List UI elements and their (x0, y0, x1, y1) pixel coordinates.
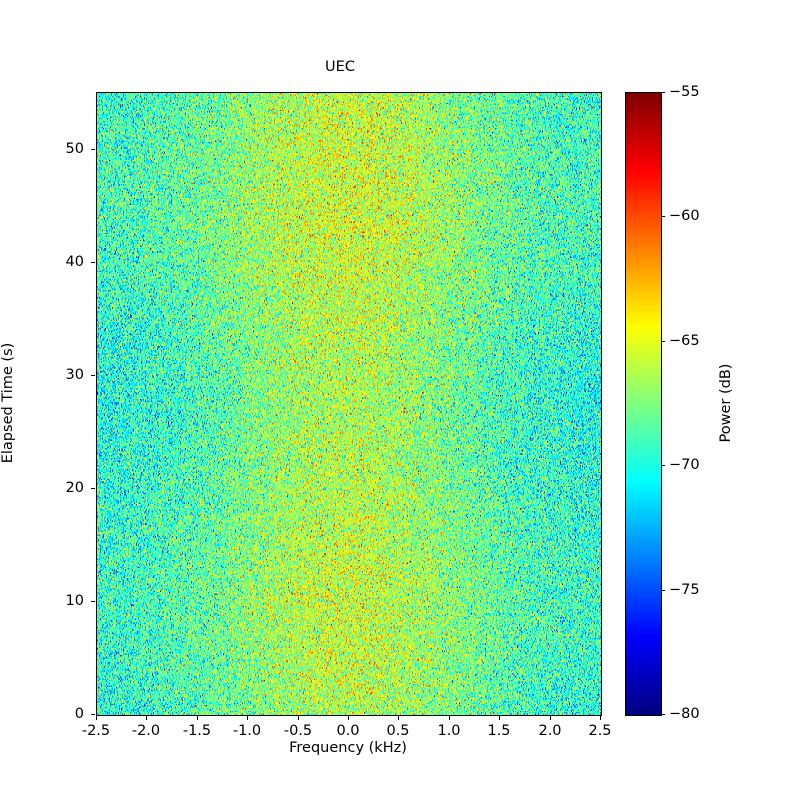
x-axis-tick (197, 716, 198, 720)
x-axis-label: Frequency (kHz) (289, 740, 407, 756)
x-axis-tick (600, 716, 601, 720)
y-axis-tick-label: 40 (65, 254, 84, 270)
y-axis-tick (91, 601, 95, 602)
x-axis-tick-label: 0.0 (336, 723, 360, 739)
y-axis-tick (91, 375, 95, 376)
y-axis-label-text: Elapsed Time (s) (0, 342, 16, 464)
colorbar-tick-label: −55 (669, 84, 700, 100)
x-axis-tick-label: -0.5 (283, 723, 313, 739)
x-axis-tick-label: -1.0 (232, 723, 262, 739)
colorbar-tick-label: −75 (669, 582, 700, 598)
colorbar-tick (661, 590, 665, 591)
x-axis-tick (298, 716, 299, 720)
y-axis-tick-label: 30 (65, 367, 84, 383)
x-axis-tick (499, 716, 500, 720)
y-axis-tick (91, 262, 95, 263)
colorbar[interactable] (625, 92, 662, 716)
colorbar-tick (661, 92, 665, 93)
x-axis-tick (550, 716, 551, 720)
y-axis-tick (91, 714, 95, 715)
y-axis-tick (91, 149, 95, 150)
colorbar-tick-label: −65 (669, 333, 700, 349)
x-axis-tick-label: 1.5 (487, 723, 511, 739)
x-axis-tick (247, 716, 248, 720)
colorbar-tick-label: −70 (669, 457, 700, 473)
x-axis-tick-label: 0.5 (386, 723, 410, 739)
y-axis-tick-label: 0 (74, 706, 84, 722)
x-axis-tick (96, 716, 97, 720)
x-axis-tick-label: 2.5 (588, 723, 612, 739)
colorbar-tick (661, 341, 665, 342)
x-axis-tick-label: -2.5 (81, 723, 111, 739)
colorbar-tick (661, 465, 665, 466)
x-axis-tick (348, 716, 349, 720)
x-axis-tick-label: 2.0 (538, 723, 562, 739)
x-axis-tick (449, 716, 450, 720)
y-axis-tick-label: 20 (65, 480, 84, 496)
colorbar-tick-label: −80 (669, 706, 700, 722)
title-line-station: UEC (325, 59, 355, 75)
x-axis-tick-label: -1.5 (182, 723, 212, 739)
spectrogram-image (97, 93, 601, 715)
y-axis-tick-label: 50 (65, 141, 84, 157)
colorbar-label-text: Power (dB) (718, 363, 734, 443)
y-axis-tick-label: 10 (65, 593, 84, 609)
colorbar-tick (661, 216, 665, 217)
colorbar-gradient (626, 93, 661, 715)
x-axis-tick (146, 716, 147, 720)
colorbar-tick (661, 714, 665, 715)
x-axis-tick-label: 1.0 (437, 723, 461, 739)
x-axis-tick (398, 716, 399, 720)
colorbar-tick-label: −60 (669, 208, 700, 224)
x-axis-tick-label: -2.0 (131, 723, 161, 739)
y-axis-tick (91, 488, 95, 489)
plot-area[interactable] (96, 92, 602, 716)
